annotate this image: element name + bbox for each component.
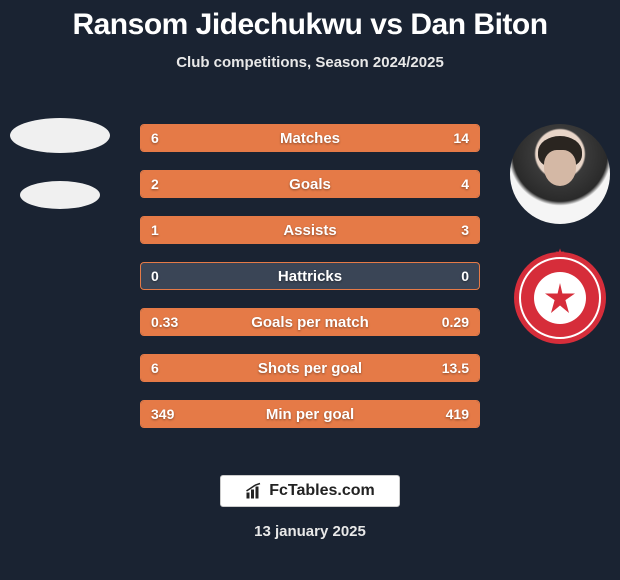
stat-value-left: 0.33 — [151, 314, 178, 330]
brand-badge[interactable]: FcTables.com — [220, 475, 400, 507]
stat-label: Hattricks — [278, 268, 342, 285]
stat-value-right: 4 — [461, 176, 469, 192]
stat-row: 0 0 Hattricks — [140, 262, 480, 290]
left-player-column — [10, 118, 110, 209]
stat-label: Min per goal — [266, 406, 354, 423]
stat-value-right: 13.5 — [442, 360, 469, 376]
player2-photo — [510, 124, 610, 224]
stat-value-right: 0.29 — [442, 314, 469, 330]
stat-value-left: 0 — [151, 268, 159, 284]
header: Ransom Jidechukwu vs Dan Biton Club comp… — [0, 0, 620, 71]
stat-label: Shots per goal — [258, 360, 362, 377]
stat-value-right: 419 — [446, 406, 469, 422]
brand-chart-icon — [245, 482, 263, 500]
stat-row: 6 14 Matches — [140, 124, 480, 152]
stat-label: Assists — [283, 222, 336, 239]
player1-photo-placeholder — [10, 118, 110, 153]
player2-club-logo: ★ — [514, 252, 606, 344]
stats-table: 6 14 Matches 2 4 Goals 1 3 Assists 0 0 Hattricks 0.3… — [140, 124, 480, 428]
stat-row: 2 4 Goals — [140, 170, 480, 198]
page-subtitle: Club competitions, Season 2024/2025 — [0, 54, 620, 71]
stat-value-left: 1 — [151, 222, 159, 238]
stat-row: 6 13.5 Shots per goal — [140, 354, 480, 382]
stat-row: 0.33 0.29 Goals per match — [140, 308, 480, 336]
stat-row: 1 3 Assists — [140, 216, 480, 244]
stat-fill-right — [242, 125, 479, 151]
stat-value-left: 349 — [151, 406, 174, 422]
page-title: Ransom Jidechukwu vs Dan Biton — [0, 8, 620, 42]
date-text: 13 january 2025 — [254, 523, 366, 540]
stat-value-left: 6 — [151, 360, 159, 376]
stat-value-right: 0 — [461, 268, 469, 284]
stat-label: Matches — [280, 130, 340, 147]
right-player-column: ★ — [510, 124, 610, 344]
club-emblem-icon — [545, 283, 575, 313]
footer: FcTables.com 13 january 2025 — [0, 475, 620, 540]
stat-row: 349 419 Min per goal — [140, 400, 480, 428]
club-star-icon: ★ — [555, 246, 566, 260]
stat-value-right: 3 — [461, 222, 469, 238]
brand-text: FcTables.com — [269, 482, 375, 500]
stat-value-right: 14 — [453, 130, 469, 146]
stat-fill-right — [226, 217, 480, 243]
club-logo-inner — [534, 272, 586, 324]
stat-label: Goals per match — [251, 314, 369, 331]
stat-label: Goals — [289, 176, 331, 193]
stat-value-left: 6 — [151, 130, 159, 146]
stat-value-left: 2 — [151, 176, 159, 192]
stat-fill-right — [253, 171, 479, 197]
player1-club-placeholder — [20, 181, 100, 209]
